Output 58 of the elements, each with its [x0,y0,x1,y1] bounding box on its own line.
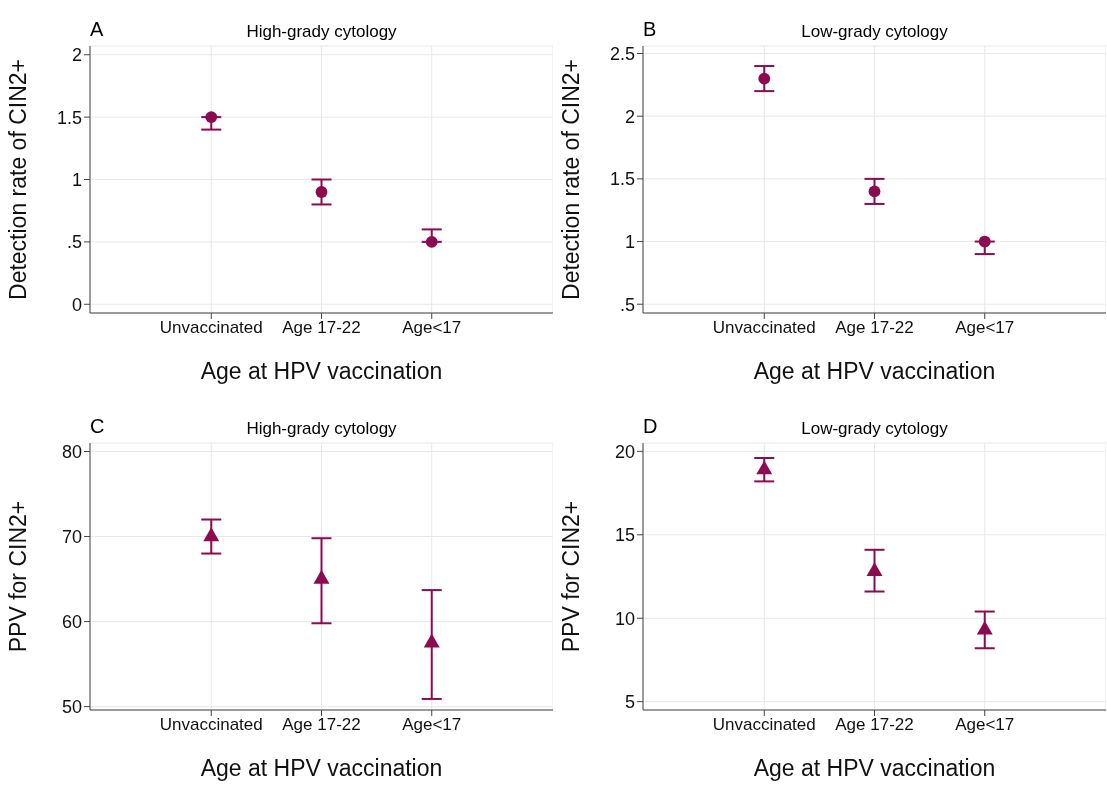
x-tick-label: Age 17-22 [282,715,361,735]
point [423,633,440,648]
point [758,72,771,85]
x-tick-label: Age 17-22 [282,318,361,338]
y-tick-label: 80 [61,441,82,462]
y-axis-title: PPV for CIN2+ [558,500,585,653]
text: C [90,415,105,438]
x-tick-label: Age 17-22 [835,318,914,338]
point [313,569,330,584]
text: D [643,415,658,438]
x-tick-label: Age 17-22 [835,715,914,735]
y-tick-label: 50 [61,696,82,717]
y-tick-label: 20 [614,441,635,462]
y-tick-label: 10 [614,608,635,629]
y-tick-label: 0 [71,294,82,315]
x-axis-title: Age at HPV vaccination [753,358,996,384]
chart-title: Low-grady cytology [801,419,948,438]
point [425,235,438,248]
y-tick-label: .5 [619,294,635,315]
x-tick-label: Unvaccinated [159,318,263,338]
y-tick-label: .5 [66,232,82,253]
text: A [90,18,104,41]
y-tick-label: 1 [71,169,82,190]
x-tick-label: Age<17 [955,715,1015,735]
y-tick-label: 1.5 [609,169,635,190]
point [866,562,883,577]
y-tick-label: 2 [71,45,82,66]
y-tick-label: 70 [61,526,82,547]
y-tick-label: 2.5 [609,43,635,64]
point [868,185,881,198]
y-axis-title: Detection rate of CIN2+ [5,59,32,300]
point [976,620,993,635]
y-tick-label: 1.5 [56,107,82,128]
chart-title: Low-grady cytology [801,22,948,41]
point [315,186,328,198]
point [756,460,773,475]
y-tick-label: 60 [61,611,82,632]
x-tick-label: Age<17 [402,318,462,338]
y-axis-title: Detection rate of CIN2+ [558,59,585,300]
chart-title: High-grady cytology [246,419,397,438]
text: B [643,18,657,41]
x-axis-title: Age at HPV vaccination [200,755,443,781]
x-axis-title: Age at HPV vaccination [753,755,996,781]
point [203,527,220,542]
point [978,235,991,248]
point [205,111,218,124]
x-tick-label: Unvaccinated [159,715,263,735]
x-tick-label: Age<17 [955,318,1015,338]
y-tick-label: 2 [624,106,635,127]
x-tick-label: Age<17 [402,715,462,735]
y-tick-label: 15 [614,525,635,546]
y-tick-label: 5 [624,692,635,713]
x-tick-label: Unvaccinated [712,715,816,735]
x-tick-label: Unvaccinated [712,318,816,338]
y-tick-label: 1 [624,231,635,252]
x-axis-title: Age at HPV vaccination [200,358,443,384]
y-axis-title: PPV for CIN2+ [5,500,32,653]
chart-title: High-grady cytology [246,22,397,41]
